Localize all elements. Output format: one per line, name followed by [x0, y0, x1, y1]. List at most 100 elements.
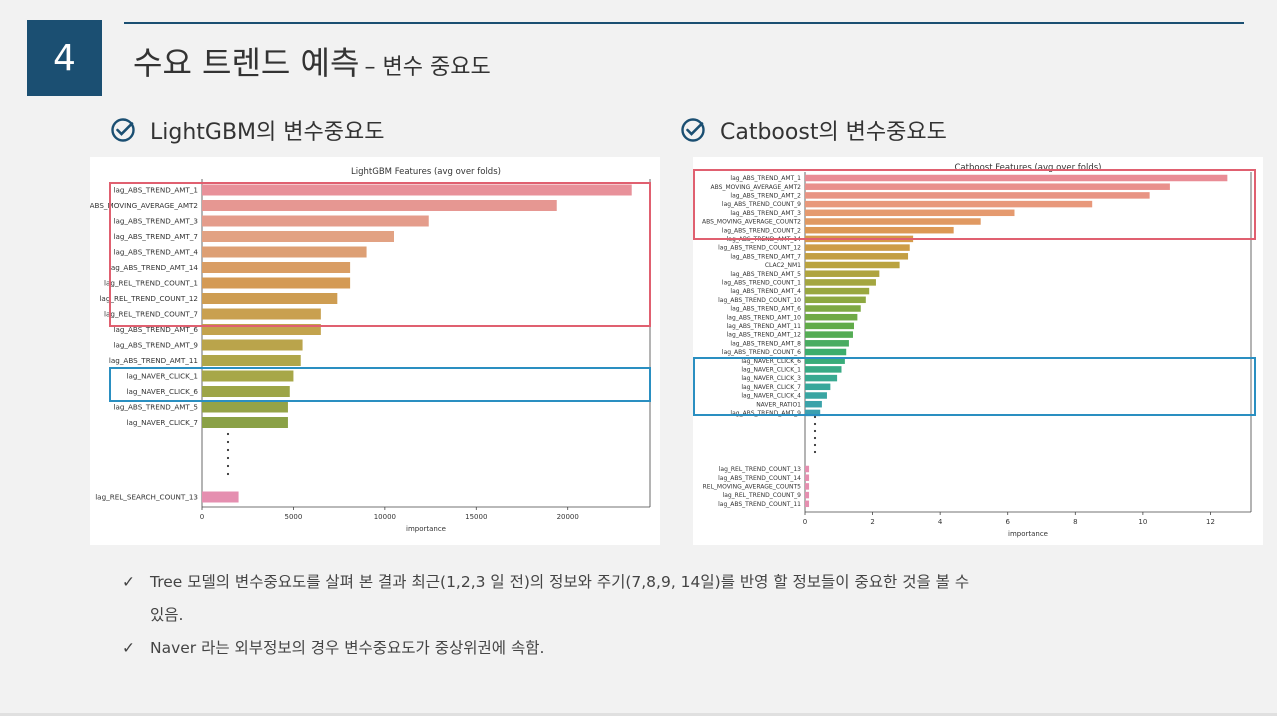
bar — [202, 491, 239, 503]
lightgbm-chart-panel: LightGBM Features (avg over folds) 0 5000 1… — [90, 157, 660, 545]
x-tick-label: 4 — [938, 518, 943, 526]
x-tick-label: 20000 — [557, 513, 579, 521]
bar — [805, 374, 838, 382]
bar — [805, 226, 954, 234]
catboost-chart-panel: Catboost Features (avg over folds) 0 2 4 6 8 1… — [693, 157, 1263, 545]
bar — [805, 340, 849, 347]
y-tick-label: lag_ABS_TREND_AMT_12 — [727, 332, 802, 339]
y-tick-label: lag_ABS_TREND_AMT_6 — [730, 306, 801, 313]
x-tick-label: 0 — [803, 518, 807, 526]
bar — [202, 231, 394, 242]
note-2: ✓ Naver 라는 외부정보의 경우 변수중요도가 중상위권에 속함. — [122, 636, 544, 658]
bar — [805, 183, 1170, 190]
bar — [805, 279, 876, 286]
catboost-section-label: Catboost의 변수중요도 — [720, 120, 947, 145]
y-tick-label: lag_ABS_TREND_AMT_7 — [113, 232, 198, 241]
bar — [805, 209, 1015, 217]
catboost-section-title: Catboost의 변수중요도 — [680, 114, 947, 146]
y-tick-label: lag_NAVER_CLICK_6 — [741, 358, 801, 365]
y-tick-label: lag_ABS_TREND_AMT_4 — [730, 288, 801, 295]
y-tick-label: lag_NAVER_CLICK_7 — [741, 384, 801, 391]
ellipsis-dot — [813, 443, 817, 447]
y-tick-label: lag_REL_TREND_COUNT_7 — [104, 310, 198, 319]
y-tick-label: lag_ABS_TREND_AMT_11 — [109, 356, 198, 365]
bar — [202, 339, 303, 351]
lightgbm-section-title: LightGBM의 변수중요도 — [110, 114, 384, 146]
y-tick-label: lag_ABS_TREND_AMT_9 — [113, 341, 198, 350]
y-tick-label: lag_NAVER_CLICK_6 — [127, 387, 199, 396]
bar — [805, 313, 858, 321]
top-features-highlight-box — [693, 169, 1256, 240]
x-tick-label: 2 — [870, 518, 874, 526]
page-title-sub: – 변수 중요도 — [364, 55, 491, 80]
y-tick-label: lag_ABS_TREND_AMT_10 — [727, 314, 802, 321]
bar — [805, 483, 810, 490]
bar — [202, 417, 288, 428]
y-tick-label: lag_NAVER_CLICK_3 — [741, 375, 801, 382]
bar — [805, 383, 831, 391]
x-tick-label: 12 — [1206, 518, 1215, 526]
note-2-text: Naver 라는 외부정보의 경우 변수중요도가 중상위권에 속함. — [150, 639, 545, 657]
y-tick-label: lag_NAVER_CLICK_1 — [127, 372, 198, 381]
bar — [805, 400, 822, 408]
bar — [805, 331, 853, 338]
page-title-main: 수요 트렌드 예측 — [133, 44, 360, 82]
y-tick-label: lag_ABS_TREND_AMT_1 — [113, 186, 198, 195]
bar — [805, 296, 866, 304]
catboost-feature-chart: Catboost Features (avg over folds) 0 2 4 6 8 1… — [693, 163, 1256, 538]
bar — [805, 253, 909, 260]
check-circle-icon — [111, 118, 135, 142]
y-tick-label: lag_ABS_TREND_COUNT_11 — [718, 501, 801, 508]
bar — [202, 401, 288, 413]
checkmark-icon: ✓ — [122, 639, 135, 657]
y-tick-label: lag_ABS_TREND_AMT_1 — [730, 175, 801, 182]
bar — [202, 184, 632, 196]
y-tick-label: lag_ABS_TREND_AMT_8 — [730, 340, 801, 347]
section-number: 4 — [53, 37, 76, 79]
ellipsis-dot — [226, 448, 230, 452]
bar — [805, 287, 870, 295]
y-tick-label: lag_ABS_TREND_AMT_5 — [730, 271, 801, 278]
y-tick-label: lag_ABS_TREND_AMT_14 — [109, 263, 199, 272]
bar — [805, 500, 810, 508]
y-tick-label: lag_ABS_TREND_AMT_3 — [113, 217, 198, 226]
y-tick-label: lag_ABS_TREND_AMT_2 — [730, 193, 801, 200]
y-tick-label: lag_REL_SEARCH_COUNT_13 — [95, 493, 198, 502]
chart-title: Catboost Features (avg over folds) — [955, 163, 1102, 173]
lightgbm-feature-chart: LightGBM Features (avg over folds) 0 5000 1… — [90, 167, 651, 533]
x-axis-label: importance — [1008, 530, 1048, 538]
y-tick-label: NAVER_RATIO1 — [756, 401, 801, 408]
ellipsis-dot — [226, 464, 230, 468]
x-tick-label: 8 — [1073, 518, 1077, 526]
chart-title: LightGBM Features (avg over folds) — [351, 167, 501, 177]
bar — [805, 270, 880, 277]
y-tick-label: ABS_MOVING_AVERAGE_COUNT2 — [702, 219, 801, 226]
ellipsis-dot — [813, 436, 817, 440]
y-tick-label: lag_ABS_TREND_AMT_6 — [113, 325, 198, 334]
bar — [202, 355, 301, 366]
y-tick-label: lag_REL_TREND_COUNT_9 — [723, 492, 802, 499]
x-tick-label: 5000 — [285, 513, 303, 521]
ellipsis-dot — [226, 440, 230, 444]
bar — [202, 293, 338, 304]
y-tick-label: ABS_MOVING_AVERAGE_AMT2 — [90, 201, 198, 210]
bar — [202, 370, 294, 382]
note-1-continued: 있음. — [150, 603, 183, 625]
footer-rule — [0, 713, 1277, 716]
bar — [805, 409, 821, 417]
y-tick-label: lag_REL_TREND_COUNT_1 — [104, 279, 198, 288]
x-tick-label: 0 — [200, 513, 204, 521]
top-features-highlight-box — [109, 182, 651, 327]
bar — [202, 277, 351, 289]
bar — [805, 261, 900, 269]
y-tick-label: lag_ABS_TREND_AMT_7 — [730, 253, 801, 260]
bar — [805, 244, 910, 251]
y-tick-label: lag_ABS_TREND_AMT_3 — [730, 210, 801, 217]
bar — [805, 491, 810, 499]
ellipsis-dot — [813, 415, 817, 419]
bar — [805, 192, 1150, 199]
bar — [805, 474, 810, 481]
y-tick-label: lag_NAVER_CLICK_1 — [741, 367, 801, 374]
y-tick-label: lag_ABS_TREND_AMT_9 — [730, 410, 801, 417]
y-tick-label: lag_ABS_TREND_AMT_4 — [113, 248, 198, 257]
